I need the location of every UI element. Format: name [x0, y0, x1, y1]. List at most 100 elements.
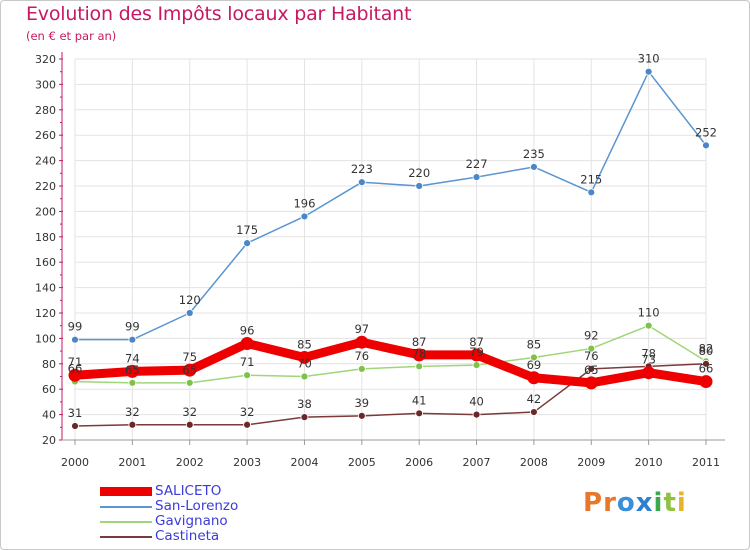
- data-label-saliceto: 69: [527, 358, 542, 372]
- data-point-san-lorenzo: [300, 212, 309, 221]
- data-label-gavignano: 70: [297, 357, 312, 371]
- data-label-saliceto: 71: [68, 355, 83, 369]
- data-label-saliceto: 73: [641, 353, 656, 367]
- data-label-gavignano: 85: [527, 337, 542, 351]
- data-point-saliceto: [584, 376, 598, 390]
- data-point-castineta: [702, 359, 710, 368]
- x-tick-label: 2000: [61, 456, 89, 469]
- data-point-saliceto: [297, 350, 311, 364]
- y-tick-label: 120: [35, 307, 56, 320]
- data-point-san-lorenzo: [702, 141, 710, 150]
- y-tick-label: 200: [35, 205, 56, 218]
- data-label-saliceto: 65: [584, 363, 599, 377]
- data-label-gavignano: 65: [125, 363, 140, 377]
- data-label-san-lorenzo: 252: [695, 125, 717, 139]
- x-tick-label: 2010: [635, 456, 663, 469]
- data-point-saliceto: [183, 363, 197, 377]
- legend-swatch: [100, 536, 152, 538]
- x-tick-label: 2006: [405, 456, 433, 469]
- data-point-castineta: [357, 411, 366, 420]
- y-tick-label: 60: [42, 383, 56, 396]
- data-label-saliceto: 66: [699, 362, 714, 376]
- data-label-saliceto: 75: [182, 350, 197, 364]
- data-label-castineta: 31: [68, 406, 83, 420]
- series-line-gavignano: [74, 324, 707, 384]
- data-point-castineta: [243, 420, 251, 429]
- data-label-castineta: 41: [412, 393, 427, 407]
- data-label-castineta: 76: [584, 349, 599, 363]
- y-tick-label: 240: [35, 155, 56, 168]
- y-tick-label: 40: [42, 409, 56, 422]
- data-label-saliceto: 87: [469, 335, 484, 349]
- data-point-saliceto: [527, 371, 541, 385]
- x-tick-label: 2009: [577, 456, 605, 469]
- data-point-saliceto: [355, 335, 369, 349]
- data-point-saliceto: [125, 364, 139, 378]
- data-label-saliceto: 87: [412, 335, 427, 349]
- y-tick-label: 180: [35, 231, 56, 244]
- data-point-gavignano: [587, 344, 596, 353]
- data-label-gavignano: 92: [584, 329, 599, 343]
- x-tick-label: 2011: [692, 456, 720, 469]
- y-tick-label: 140: [35, 282, 56, 295]
- data-label-san-lorenzo: 175: [236, 223, 258, 237]
- data-point-san-lorenzo: [644, 67, 653, 76]
- logo-letter: t: [663, 488, 677, 518]
- series-line-saliceto: [70, 337, 711, 388]
- data-label-castineta: 42: [527, 392, 542, 406]
- logo-letter: x: [635, 488, 654, 518]
- data-label-castineta: 38: [297, 397, 312, 411]
- legend-swatch: [100, 506, 152, 508]
- legend-item-castineta: Castineta: [100, 529, 360, 545]
- data-label-gavignano: 110: [638, 306, 660, 320]
- data-label-gavignano: 79: [469, 345, 484, 359]
- y-tick-label: 260: [35, 129, 56, 142]
- data-point-castineta: [185, 420, 194, 429]
- data-label-gavignano: 82: [699, 341, 714, 355]
- data-label-san-lorenzo: 99: [68, 320, 83, 334]
- data-label-saliceto: 74: [125, 351, 140, 365]
- data-point-gavignano: [530, 353, 538, 362]
- x-tick-label: 2007: [463, 456, 491, 469]
- legend-item-san-lorenzo: San-Lorenzo: [100, 499, 360, 515]
- logo-letter: P: [583, 488, 604, 518]
- data-label-castineta: 32: [182, 405, 197, 419]
- logo-letter: o: [616, 488, 636, 518]
- series-line-san-lorenzo: [74, 70, 707, 341]
- legend-label: SALICETO: [155, 483, 222, 499]
- data-label-saliceto: 96: [240, 323, 255, 337]
- data-label-gavignano: 78: [412, 346, 427, 360]
- chart-subtitle: (en € et par an): [26, 29, 117, 43]
- x-tick-label: 2001: [118, 456, 146, 469]
- data-point-san-lorenzo: [243, 239, 251, 248]
- data-label-san-lorenzo: 220: [408, 166, 430, 180]
- logo-letter: i: [676, 488, 687, 518]
- data-point-saliceto: [642, 366, 656, 380]
- data-label-castineta: 80: [699, 344, 714, 358]
- data-label-castineta: 32: [125, 405, 140, 419]
- x-tick-label: 2008: [520, 456, 548, 469]
- x-tick-label: 2003: [233, 456, 261, 469]
- legend-swatch: [100, 487, 152, 496]
- data-point-san-lorenzo: [185, 309, 194, 317]
- data-point-gavignano: [415, 362, 424, 371]
- data-label-san-lorenzo: 227: [466, 157, 488, 171]
- data-point-castineta: [300, 413, 309, 422]
- proxiti-logo: Proxiti: [583, 488, 687, 518]
- legend-label: Gavignano: [155, 513, 228, 529]
- y-tick-label: 160: [35, 256, 56, 269]
- y-tick-label: 20: [42, 434, 56, 447]
- data-label-gavignano: 76: [354, 349, 369, 363]
- x-tick-label: 2004: [290, 456, 318, 469]
- y-tick-label: 220: [35, 180, 56, 193]
- data-label-gavignano: 66: [68, 362, 83, 376]
- data-point-saliceto: [240, 336, 254, 350]
- data-label-castineta: 39: [354, 396, 369, 410]
- data-label-gavignano: 71: [240, 355, 255, 369]
- legend-swatch: [100, 521, 152, 523]
- data-point-gavignano: [472, 361, 481, 369]
- data-point-castineta: [530, 408, 538, 416]
- series-line-castineta: [74, 363, 707, 427]
